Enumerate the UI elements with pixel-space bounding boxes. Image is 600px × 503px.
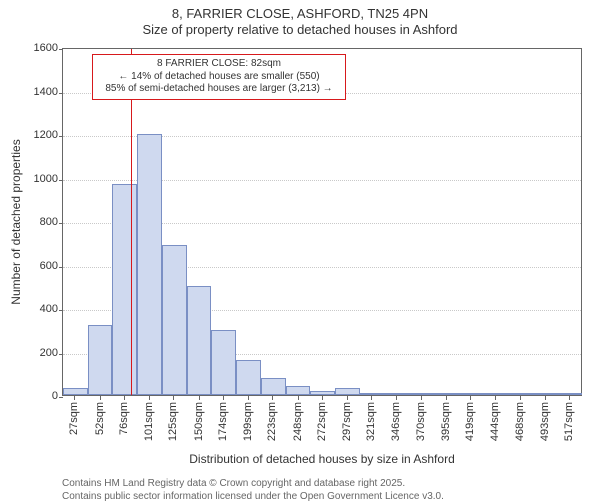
footer-line2: Contains public sector information licen… [62, 491, 444, 503]
histogram-bar [261, 378, 286, 395]
x-tick-label: 125sqm [167, 402, 179, 441]
x-tick-mark [545, 396, 546, 400]
x-tick-label: 444sqm [489, 402, 501, 441]
chart-title-line1: 8, FARRIER CLOSE, ASHFORD, TN25 4PN [0, 6, 600, 22]
histogram-bar [112, 184, 137, 395]
histogram-bar [409, 393, 434, 395]
histogram-bar [187, 286, 212, 395]
x-tick-mark [199, 396, 200, 400]
chart-title-line2: Size of property relative to detached ho… [0, 22, 600, 38]
x-tick-label: 27sqm [68, 402, 80, 435]
x-tick-mark [470, 396, 471, 400]
x-tick-mark [298, 396, 299, 400]
histogram-bar [137, 134, 162, 395]
x-tick-label: 395sqm [440, 402, 452, 441]
chart-title-block: 8, FARRIER CLOSE, ASHFORD, TN25 4PN Size… [0, 0, 600, 39]
x-tick-label: 101sqm [143, 402, 155, 441]
x-tick-label: 272sqm [316, 402, 328, 441]
histogram-bar [88, 325, 113, 395]
x-tick-mark [272, 396, 273, 400]
histogram-bar [459, 393, 484, 395]
histogram-bar [236, 360, 261, 395]
x-tick-label: 150sqm [193, 402, 205, 441]
x-tick-label: 346sqm [390, 402, 402, 441]
x-tick-label: 76sqm [118, 402, 130, 435]
histogram-bar [434, 393, 459, 395]
x-axis-label: Distribution of detached houses by size … [189, 452, 455, 466]
x-tick-label: 174sqm [217, 402, 229, 441]
x-tick-mark [396, 396, 397, 400]
histogram-bar [484, 393, 509, 395]
x-tick-mark [495, 396, 496, 400]
y-tick-mark [59, 223, 63, 224]
y-tick-label: 600 [18, 260, 58, 272]
x-tick-mark [371, 396, 372, 400]
x-tick-label: 517sqm [563, 402, 575, 441]
histogram-bar [360, 393, 385, 395]
annotation-box: 8 FARRIER CLOSE: 82sqm← 14% of detached … [92, 54, 346, 100]
x-tick-mark [347, 396, 348, 400]
x-tick-mark [421, 396, 422, 400]
y-tick-mark [59, 93, 63, 94]
x-tick-label: 370sqm [415, 402, 427, 441]
y-tick-mark [59, 267, 63, 268]
histogram-bar [385, 393, 410, 395]
x-tick-mark [248, 396, 249, 400]
x-tick-mark [74, 396, 75, 400]
histogram-bar [211, 330, 236, 395]
x-tick-label: 321sqm [365, 402, 377, 441]
x-tick-label: 248sqm [292, 402, 304, 441]
reference-line [131, 49, 132, 395]
y-tick-label: 0 [18, 390, 58, 402]
histogram-bar [533, 393, 558, 395]
y-tick-label: 200 [18, 347, 58, 359]
y-tick-mark [59, 180, 63, 181]
x-tick-mark [322, 396, 323, 400]
x-tick-label: 419sqm [464, 402, 476, 441]
x-tick-label: 52sqm [94, 402, 106, 435]
histogram-bar [508, 393, 533, 395]
x-tick-mark [569, 396, 570, 400]
x-tick-mark [173, 396, 174, 400]
x-tick-layer: 27sqm 52sqm 76sqm 101sqm 125sqm 150sqm 174sqm 1… [62, 396, 582, 456]
x-tick-label: 223sqm [266, 402, 278, 441]
x-tick-mark [520, 396, 521, 400]
x-tick-mark [149, 396, 150, 400]
x-tick-mark [100, 396, 101, 400]
histogram-bar [286, 386, 311, 395]
y-tick-label: 400 [18, 303, 58, 315]
histogram-bar [63, 388, 88, 395]
x-tick-mark [223, 396, 224, 400]
y-tick-mark [59, 136, 63, 137]
x-tick-label: 468sqm [514, 402, 526, 441]
y-tick-label: 1400 [18, 86, 58, 98]
x-tick-label: 493sqm [539, 402, 551, 441]
y-tick-mark [59, 310, 63, 311]
x-tick-label: 199sqm [242, 402, 254, 441]
histogram-plot-area [62, 48, 582, 396]
y-tick-label: 1200 [18, 129, 58, 141]
y-tick-mark [59, 49, 63, 50]
y-tick-mark [59, 354, 63, 355]
histogram-bar [162, 245, 187, 395]
y-tick-label: 1000 [18, 173, 58, 185]
annotation-line: 8 FARRIER CLOSE: 82sqm [99, 58, 339, 71]
y-tick-label: 800 [18, 216, 58, 228]
annotation-line: ← 14% of detached houses are smaller (55… [99, 71, 339, 84]
x-tick-mark [446, 396, 447, 400]
x-tick-label: 297sqm [341, 402, 353, 441]
histogram-bar [558, 393, 583, 395]
annotation-line: 85% of semi-detached houses are larger (… [99, 83, 339, 96]
histogram-bar [335, 388, 360, 395]
footer-line1: Contains HM Land Registry data © Crown c… [62, 478, 444, 491]
histogram-bar [310, 391, 335, 395]
y-tick-label: 1600 [18, 42, 58, 54]
attribution-footer: Contains HM Land Registry data © Crown c… [62, 478, 444, 503]
x-tick-mark [124, 396, 125, 400]
